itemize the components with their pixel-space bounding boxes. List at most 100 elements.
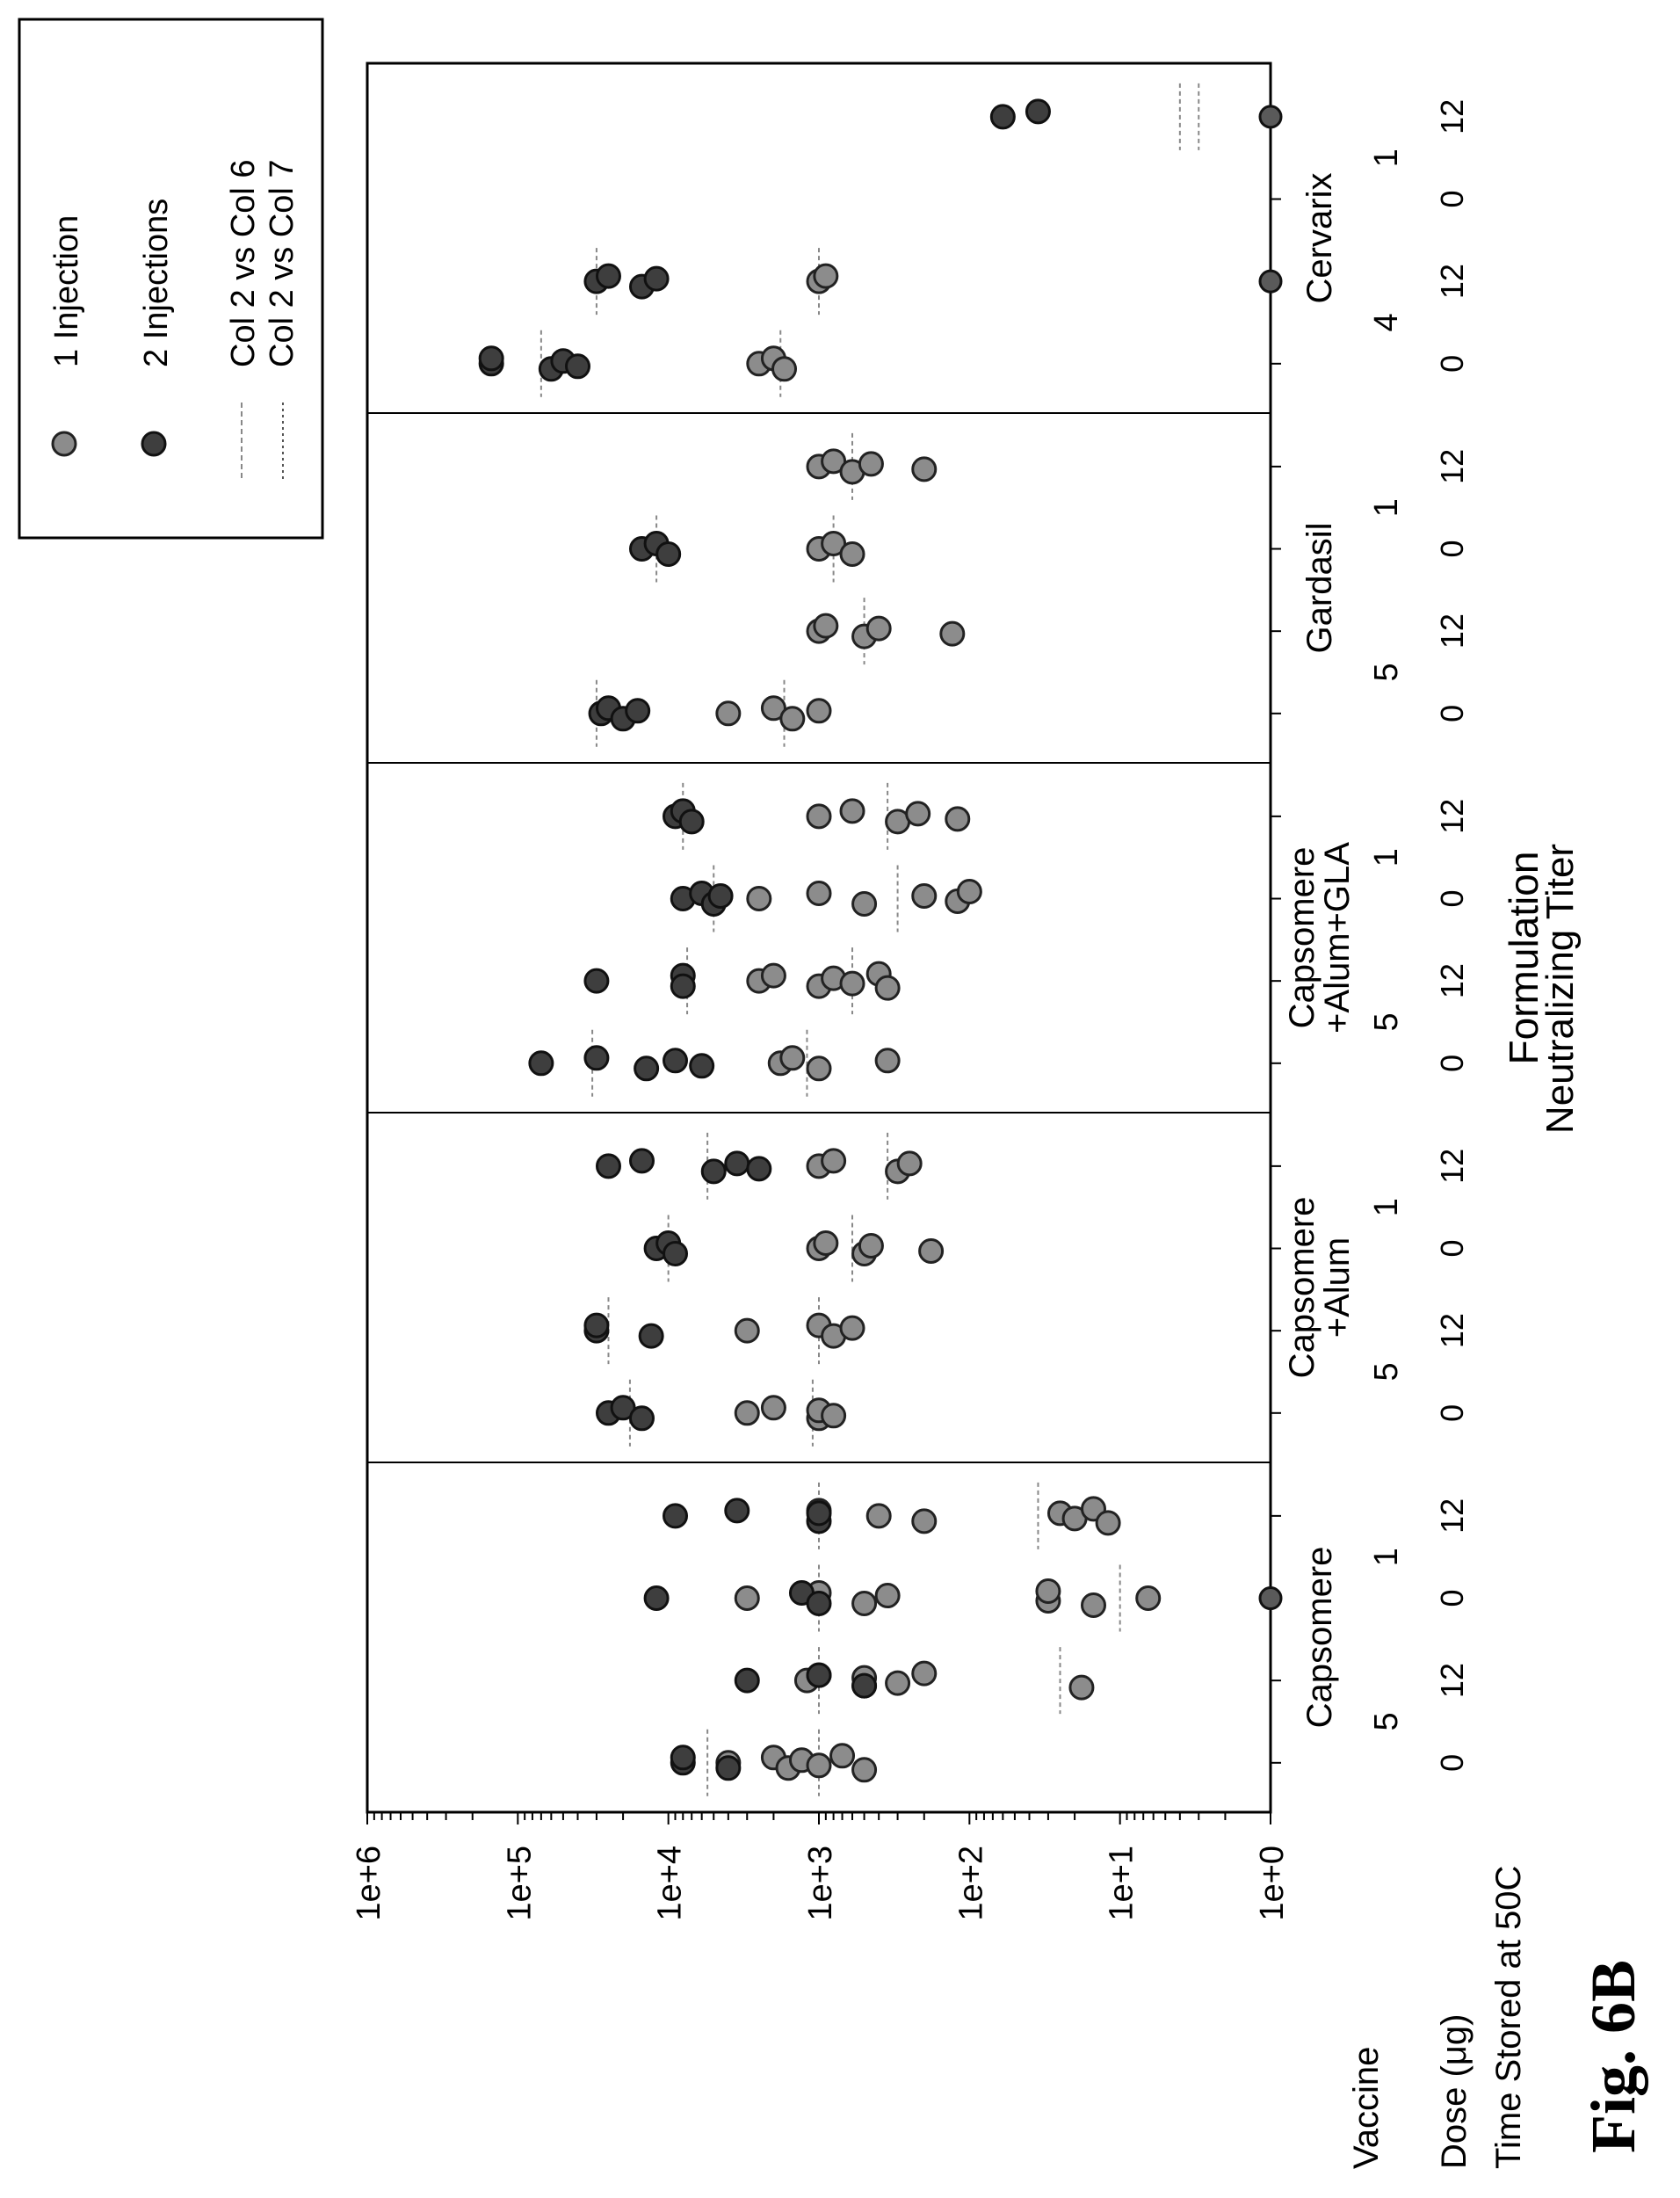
dose-label: 1 [1368,1198,1405,1216]
data-points [478,98,1283,1783]
legend-label-col6: Col 2 vs Col 6 [225,159,262,367]
point-1-injection [715,700,742,727]
time-label: 0 [1434,1404,1470,1422]
vaccine-label: Capsomere+Alum [1283,1197,1357,1379]
time-label: 0 [1434,1055,1470,1072]
point-2-injections [663,1503,689,1529]
y-tick-label: 1e+4 [652,1846,689,1921]
time-label: 12 [1434,449,1470,484]
point-1-injection [911,1508,938,1534]
row-label-time: Time Stored at 50C [1489,1866,1528,2169]
point-1-injection [874,1583,901,1609]
time-label: 0 [1434,705,1470,722]
x-axis-ticks [1271,115,1281,1764]
point-2-injections [643,265,670,292]
point-2-injections [583,968,610,994]
point-2-injections [628,1148,655,1174]
vaccine-label-line: +Alum+GLA [1318,842,1357,1034]
point-1-injection [851,1591,878,1617]
point-2-injections [595,263,621,289]
point-2-injections [746,1156,772,1182]
point-1-injection [829,1743,856,1769]
figure-label: Fig. 6B [1578,1960,1648,2153]
vaccine-label: Capsomere [1300,1547,1339,1729]
point-1-injection [858,1233,884,1259]
y-tick-label: 1e+6 [351,1846,387,1921]
point-1-injection [874,975,901,1001]
point-1-injection [779,706,806,732]
point-zero-titer [1258,1586,1283,1611]
point-2-injections [724,1150,750,1177]
dose-label: 1 [1368,149,1405,167]
legend-frame [18,18,324,540]
point-2-injections [663,1241,689,1267]
point-1-injection [911,456,938,482]
point-2-injections [707,883,734,910]
time-label: 12 [1434,99,1470,134]
time-label: 12 [1434,1313,1470,1348]
point-1-injection [874,1048,901,1074]
point-1-injection [1080,1592,1106,1619]
point-2-injections [663,1048,689,1074]
row-label-vaccine: Vaccine [1347,2047,1386,2169]
point-2-injections [565,353,591,380]
median-lines [539,83,1200,1796]
point-2-injections [634,1055,660,1082]
point-1-injection [813,1230,839,1257]
legend-label-1-injection: 1 Injection [48,215,85,367]
point-1-injection [939,620,966,647]
point-2-injections [806,1500,832,1527]
point-1-injection [734,1585,760,1612]
point-2-injections [700,1158,727,1185]
legend-label-col7: Col 2 vs Col 7 [264,159,301,367]
point-2-injections [989,104,1016,130]
point-1-injection [839,798,865,824]
time-label: 12 [1434,963,1470,998]
point-2-injections [806,1591,832,1617]
point-1-injection [865,615,892,642]
point-1-injection [865,1503,892,1529]
y-tick-label: 1e+0 [1254,1846,1291,1921]
point-1-injection [905,801,931,827]
legend-label-2-injections: 2 Injections [138,199,175,367]
vaccine-label-line: Capsomere [1283,847,1322,1029]
point-1-injection [821,1403,847,1429]
point-1-injection [760,962,786,989]
time-label: 0 [1434,191,1470,208]
time-label: 12 [1434,613,1470,649]
point-1-injection [1068,1674,1095,1701]
point-1-injection [918,1238,945,1265]
point-1-injection [896,1150,923,1177]
point-1-injection [734,1317,760,1344]
point-2-injections [1025,98,1051,125]
vaccine-label-line: Capsomere [1283,1197,1322,1379]
point-2-injections [478,345,504,372]
point-2-injections [670,973,696,999]
time-label: 12 [1434,264,1470,299]
point-1-injection [821,1148,847,1174]
dose-label: 5 [1368,663,1405,681]
point-zero-titer [1258,105,1283,129]
vaccine-label-line: Gardasil [1300,523,1339,654]
point-2-injections [610,1395,636,1421]
x-axis-title: Formulation [1501,852,1546,1065]
y-tick-label: 1e+1 [1104,1846,1141,1921]
point-2-injections [625,698,651,724]
vaccine-label: Capsomere+Alum+GLA [1283,842,1357,1034]
vaccine-label-line: Cervarix [1300,173,1339,304]
dose-label: 5 [1368,1712,1405,1730]
point-1-injection [806,1055,832,1082]
point-2-injections [806,1662,832,1688]
dose-label: 4 [1368,313,1405,331]
time-label: 0 [1434,1754,1470,1772]
vaccine-label-line: +Alum [1318,1237,1357,1338]
point-1-injection [851,891,878,918]
point-1-injection [806,881,832,907]
time-label: 0 [1434,1590,1470,1607]
time-label: 12 [1434,1498,1470,1534]
point-1-injection [858,451,884,477]
point-1-injection [851,1757,878,1783]
dose-label: 1 [1368,498,1405,517]
y-tick-label: 1e+5 [501,1846,538,1921]
